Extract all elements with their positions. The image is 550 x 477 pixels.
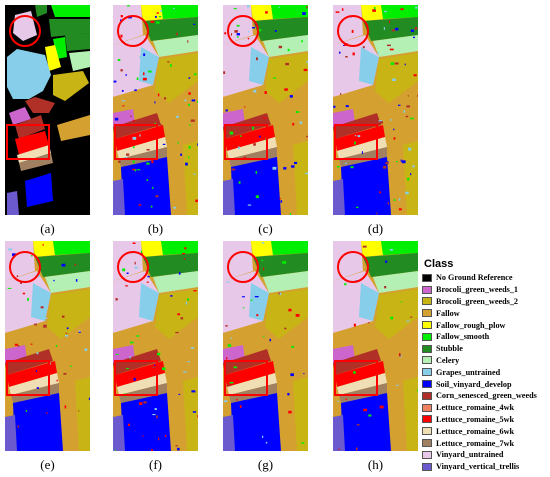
legend-swatch <box>422 380 432 389</box>
legend-item: Brocoli_green_weeds_2 <box>422 296 550 308</box>
highlight-rect-b <box>114 124 158 160</box>
legend-swatch <box>422 439 432 448</box>
legend-item: Lettuce_romaine_4wk <box>422 402 550 414</box>
highlight-rect-e <box>6 360 50 396</box>
legend-swatch <box>422 356 432 365</box>
legend-swatch <box>422 415 432 424</box>
legend-item: Lettuce_romaine_7wk <box>422 437 550 449</box>
legend-swatch <box>422 403 432 412</box>
legend-label: Vinyard_untrained <box>436 450 504 460</box>
legend-label: Fallow_smooth <box>436 332 490 342</box>
legend-label: Corn_senesced_green_weeds <box>436 391 537 401</box>
panel-caption-f: (f) <box>149 457 162 472</box>
legend-item: Brocoli_green_weeds_1 <box>422 284 550 296</box>
legend-swatch <box>422 368 432 377</box>
highlight-circle-a <box>9 15 41 47</box>
legend-label: Soil_vinyard_develop <box>436 379 512 389</box>
map-panel-e <box>5 241 90 451</box>
map-panel-d <box>333 5 418 215</box>
map-panel-g <box>223 241 308 451</box>
legend-label: No Ground Reference <box>436 273 513 283</box>
map-image-c <box>223 5 308 215</box>
highlight-circle-h <box>337 251 369 283</box>
highlight-circle-f <box>117 251 149 283</box>
highlight-circle-g <box>227 251 259 283</box>
map-panel-b <box>113 5 198 215</box>
legend-title: Class <box>424 258 454 270</box>
legend-item: Grapes_untrained <box>422 366 550 378</box>
legend-item: Lettuce_romaine_5wk <box>422 414 550 426</box>
map-panel-f <box>113 241 198 451</box>
highlight-rect-h <box>334 360 378 396</box>
map-image-g <box>223 241 308 451</box>
legend-item: Celery <box>422 355 550 367</box>
highlight-circle-b <box>117 15 149 47</box>
legend-swatch <box>422 450 432 459</box>
panel-caption-e: (e) <box>40 457 55 472</box>
highlight-circle-e <box>9 251 41 283</box>
highlight-rect-f <box>114 360 158 396</box>
legend-item: Lettuce_romaine_6wk <box>422 425 550 437</box>
highlight-rect-c <box>224 124 268 160</box>
panel-caption-b: (b) <box>147 221 164 236</box>
legend-label: Lettuce_romaine_4wk <box>436 403 515 413</box>
legend-label: Fallow_rough_plow <box>436 320 506 330</box>
legend-item: Fallow <box>422 307 550 319</box>
legend-label: Lettuce_romaine_5wk <box>436 414 515 424</box>
legend-swatch <box>422 321 432 330</box>
highlight-circle-c <box>227 15 259 47</box>
legend-item: Soil_vinyard_develop <box>422 378 550 390</box>
legend-swatch <box>422 462 432 471</box>
legend-swatch <box>422 285 432 294</box>
legend-label: Celery <box>436 355 460 365</box>
highlight-rect-a <box>6 124 50 160</box>
legend-label: Vinyard_vertical_trellis <box>436 462 520 472</box>
panel-caption-a: (a) <box>40 221 55 236</box>
map-image-e <box>5 241 90 451</box>
legend-label: Lettuce_romaine_7wk <box>436 438 515 448</box>
legend-swatch <box>422 344 432 353</box>
legend-item: Vinyard_vertical_trellis <box>422 461 550 473</box>
legend-item: Fallow_rough_plow <box>422 319 550 331</box>
legend-swatch <box>422 332 432 341</box>
panel-caption-g: (g) <box>257 457 274 472</box>
legend-item: Stubble <box>422 343 550 355</box>
legend-label: Fallow <box>436 308 460 318</box>
legend-items: No Ground Reference Brocoli_green_weeds_1… <box>422 272 550 473</box>
panel-caption-d: (d) <box>367 221 384 236</box>
highlight-circle-d <box>337 15 369 47</box>
legend-item: Fallow_smooth <box>422 331 550 343</box>
legend-item: Vinyard_untrained <box>422 449 550 461</box>
legend-swatch <box>422 273 432 282</box>
class-legend: Class No Ground Reference Brocoli_green_w… <box>422 258 550 473</box>
highlight-rect-g <box>224 360 268 396</box>
map-panel-h <box>333 241 418 451</box>
legend-item: No Ground Reference <box>422 272 550 284</box>
map-image-b <box>113 5 198 215</box>
map-panel-c <box>223 5 308 215</box>
legend-label: Grapes_untrained <box>436 367 501 377</box>
legend-label: Brocoli_green_weeds_1 <box>436 285 519 295</box>
panel-caption-h: (h) <box>367 457 384 472</box>
panel-caption-c: (c) <box>258 221 273 236</box>
legend-swatch <box>422 297 432 306</box>
legend-swatch <box>422 391 432 400</box>
map-image-h <box>333 241 418 451</box>
map-image-d <box>333 5 418 215</box>
map-panel-a <box>5 5 90 215</box>
highlight-rect-d <box>334 124 378 160</box>
legend-swatch <box>422 309 432 318</box>
legend-label: Lettuce_romaine_6wk <box>436 426 515 436</box>
legend-label: Brocoli_green_weeds_2 <box>436 296 519 306</box>
map-image-a <box>5 5 90 215</box>
legend-item: Corn_senesced_green_weeds <box>422 390 550 402</box>
legend-label: Stubble <box>436 344 463 354</box>
legend-swatch <box>422 427 432 436</box>
map-image-f <box>113 241 198 451</box>
